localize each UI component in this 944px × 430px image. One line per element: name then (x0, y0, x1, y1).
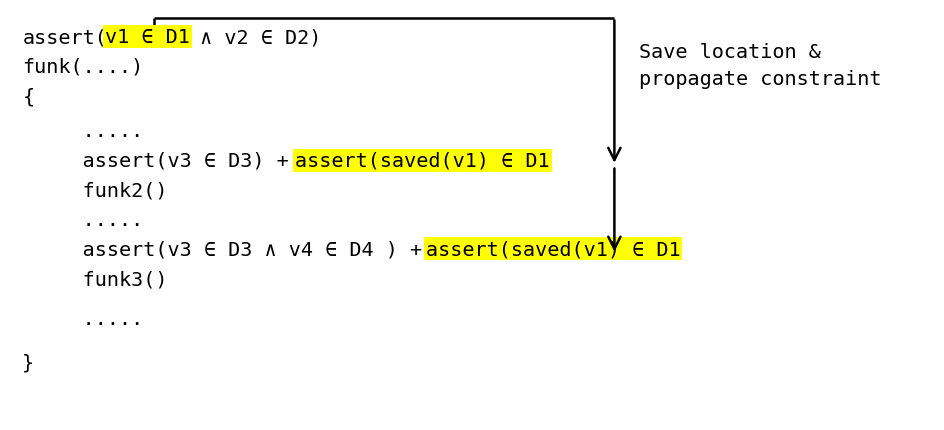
Text: funk(....): funk(....) (23, 58, 143, 77)
Text: assert(: assert( (23, 28, 108, 47)
Text: assert(saved(v1) ∈ D1: assert(saved(v1) ∈ D1 (426, 240, 681, 259)
Text: assert(v3 ∈ D3) +: assert(v3 ∈ D3) + (23, 151, 301, 170)
Text: .....: ..... (23, 210, 143, 229)
Text: funk3(): funk3() (23, 270, 168, 289)
Text: .....: ..... (23, 309, 143, 328)
Text: ∧ v2 ∈ D2): ∧ v2 ∈ D2) (189, 28, 322, 47)
Text: assert(saved(v1) ∈ D1: assert(saved(v1) ∈ D1 (295, 151, 550, 170)
Text: }: } (23, 353, 35, 372)
Text: Save location &
propagate constraint: Save location & propagate constraint (639, 43, 882, 89)
Text: v1 ∈ D1: v1 ∈ D1 (106, 28, 191, 47)
Text: {: { (23, 87, 35, 106)
Text: .....: ..... (23, 122, 143, 141)
Text: assert(v3 ∈ D3 ∧ v4 ∈ D4 ) +: assert(v3 ∈ D3 ∧ v4 ∈ D4 ) + (23, 240, 434, 259)
Text: funk2(): funk2() (23, 181, 168, 200)
